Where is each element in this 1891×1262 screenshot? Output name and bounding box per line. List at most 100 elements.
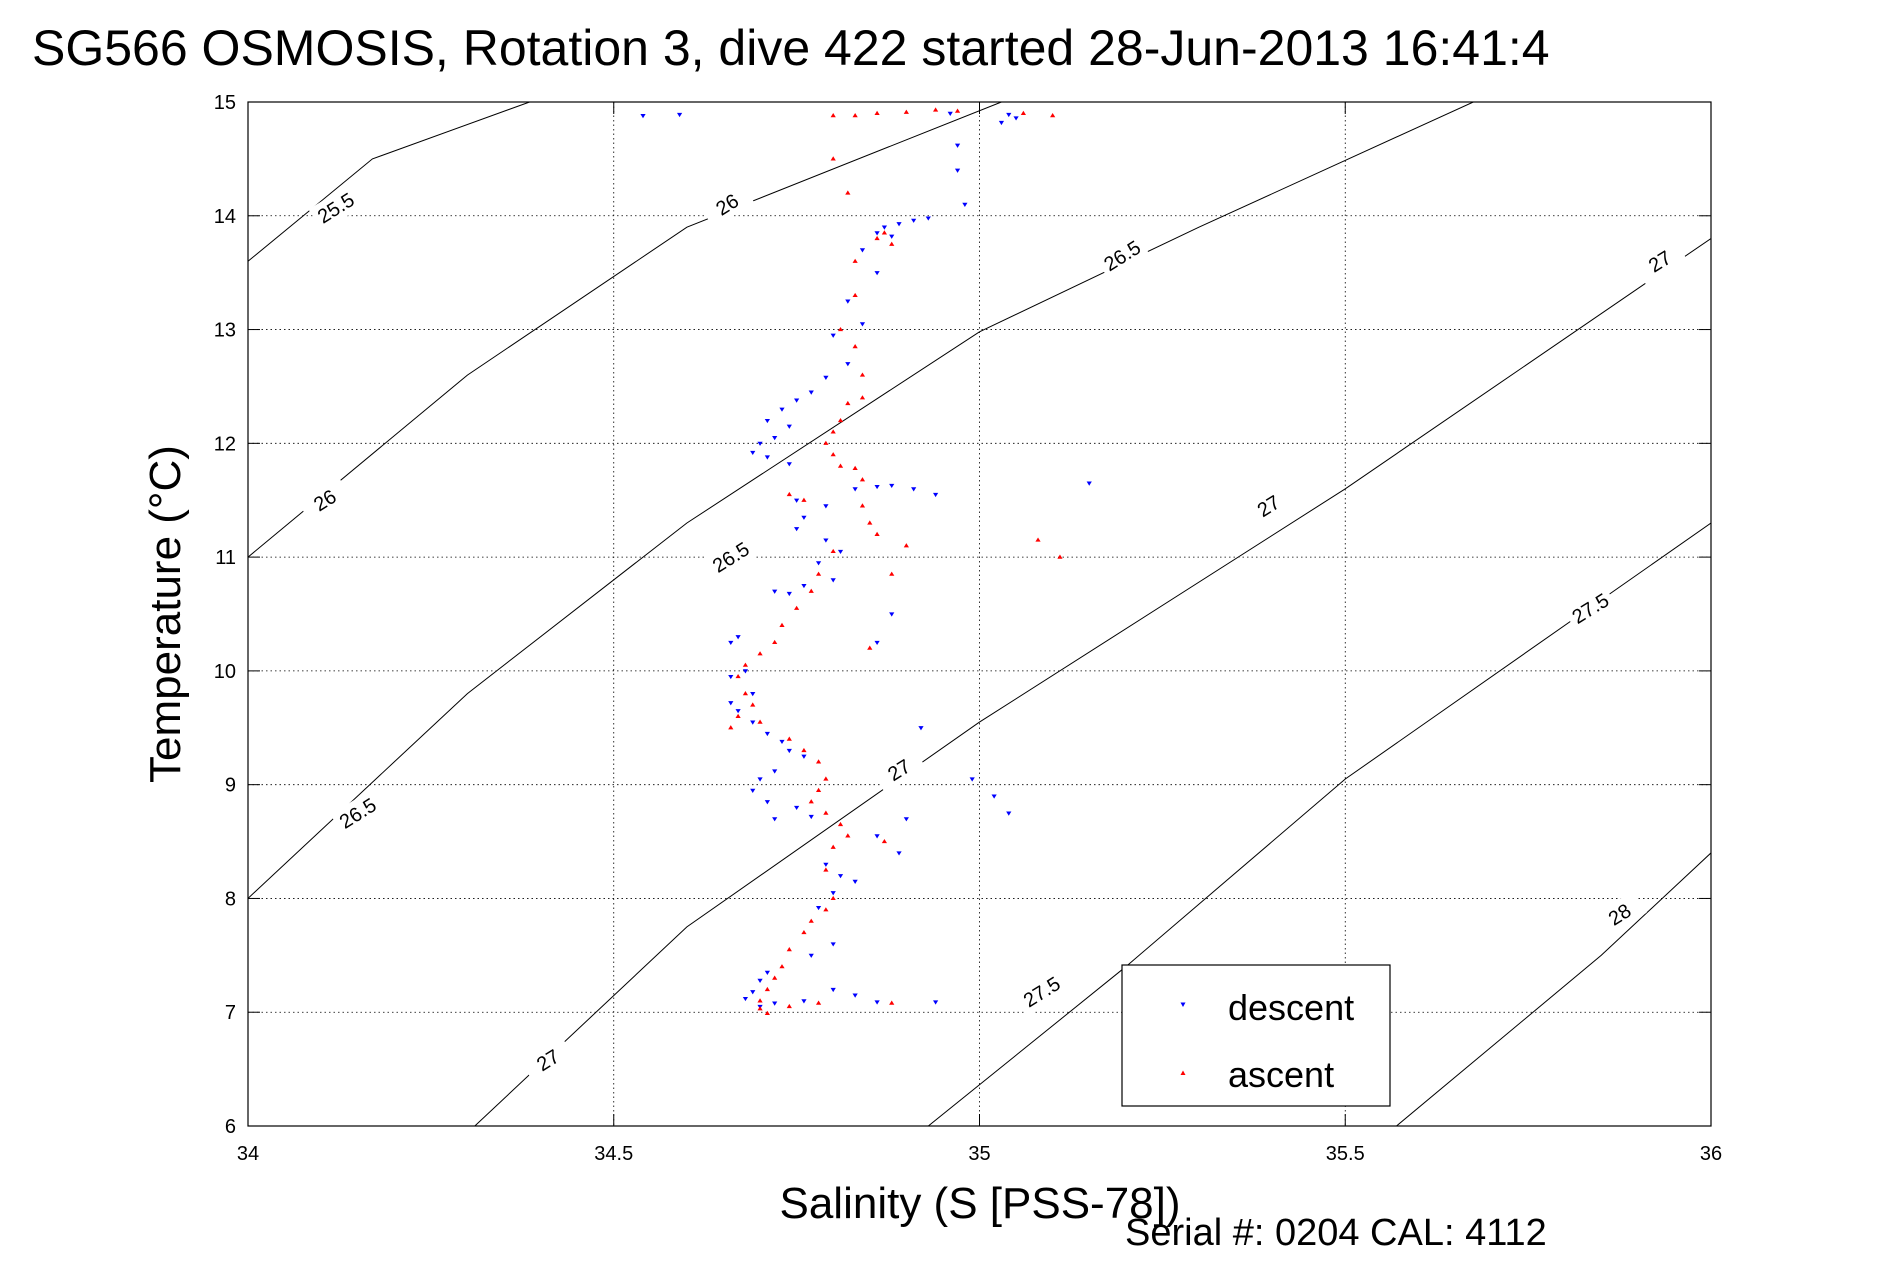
isopycnal-line: [248, 102, 1002, 558]
ascent-point: [1020, 110, 1026, 115]
descent-point: [830, 987, 836, 993]
descent-point: [764, 418, 770, 424]
ascent-point: [845, 833, 851, 838]
descent-point: [772, 589, 778, 594]
y-tick-label: 8: [225, 888, 236, 910]
ascent-point: [823, 907, 829, 912]
descent-point: [764, 731, 770, 737]
descent-point: [918, 726, 924, 731]
ascent-point: [728, 725, 734, 730]
descent-point: [772, 436, 778, 441]
descent-point: [801, 999, 807, 1004]
ascent-point: [881, 230, 888, 235]
ascent-point: [845, 190, 851, 195]
descent-point: [830, 942, 836, 947]
isopycnal-label-bg: [703, 533, 759, 581]
descent-point: [808, 390, 814, 395]
descent-point: [889, 234, 895, 239]
ascent-point: [852, 258, 858, 263]
descent-point: [962, 202, 968, 207]
ascent-point: [1050, 113, 1056, 118]
ascent-point: [889, 571, 895, 576]
descent-point: [794, 498, 800, 503]
ascent-point: [874, 531, 880, 536]
descent-point: [933, 492, 939, 498]
ascent-point: [757, 651, 763, 656]
ascent-point: [786, 1003, 792, 1009]
x-axis-label: Salinity (S [PSS-78]): [779, 1179, 1180, 1228]
descent-point: [1006, 112, 1012, 118]
ascent-point: [823, 776, 829, 781]
legend-ascent-marker: [1180, 1070, 1186, 1075]
ascent-point: [808, 799, 814, 804]
descent-point: [794, 527, 800, 532]
ascent-point: [757, 719, 763, 724]
ascent-point: [852, 113, 858, 118]
ascent-point: [779, 964, 785, 969]
ascent-point: [830, 548, 836, 554]
ascent-point: [757, 1006, 763, 1011]
isopycnal-label-bg: [699, 180, 755, 229]
descent-point: [859, 248, 866, 253]
ascent-point: [815, 571, 822, 576]
legend-descent-marker: [1180, 1002, 1186, 1007]
descent-point: [801, 515, 807, 520]
ascent-point: [786, 491, 792, 497]
descent-point: [903, 817, 909, 822]
descent-point: [969, 777, 975, 782]
isopycnal-label-bg: [1632, 237, 1688, 286]
x-tick-label: 35: [968, 1143, 990, 1165]
ascent-point: [750, 702, 756, 707]
descent-point: [1006, 811, 1012, 816]
ascent-point: [830, 895, 836, 901]
descent-point: [911, 218, 917, 223]
ascent-point: [867, 520, 873, 525]
descent-point: [772, 769, 778, 774]
isopycnal-label-bg: [1014, 967, 1069, 1016]
descent-point: [735, 709, 741, 714]
descent-point: [815, 905, 822, 911]
descent-point: [874, 484, 880, 490]
ascent-point: [954, 108, 961, 113]
ascent-point: [742, 691, 749, 696]
descent-point: [735, 635, 741, 640]
descent-point: [801, 583, 807, 589]
ascent-point: [808, 588, 814, 593]
ascent-point: [764, 986, 770, 992]
descent-point: [772, 817, 778, 822]
descent-point: [779, 739, 785, 745]
descent-point: [925, 216, 931, 221]
ascent-point: [859, 372, 866, 377]
descent-point: [830, 333, 836, 338]
descent-point: [947, 111, 953, 116]
descent-point: [794, 805, 800, 811]
ascent-point: [837, 463, 844, 468]
y-tick-label: 9: [225, 775, 236, 797]
ascent-point: [815, 1000, 822, 1005]
ascent-point: [735, 673, 741, 679]
ascent-point: [837, 326, 844, 332]
ascent-point: [830, 452, 836, 457]
descent-point: [823, 504, 829, 509]
descent-point: [874, 231, 880, 236]
ascent-point: [889, 241, 895, 246]
ascent-point: [772, 639, 778, 645]
descent-point: [845, 362, 851, 367]
ascent-point: [859, 477, 866, 482]
isopycnal-line: [1396, 852, 1711, 1126]
ascent-point: [794, 605, 800, 610]
ascent-point: [903, 543, 909, 548]
ascent-point: [830, 156, 836, 161]
descent-point: [852, 487, 858, 492]
descent-point: [954, 143, 961, 148]
descent-point: [764, 455, 770, 460]
descent-point: [845, 299, 851, 304]
isopycnal-label-bg: [308, 184, 364, 232]
descent-point: [728, 674, 734, 680]
x-tick-label: 34.5: [594, 1143, 633, 1165]
legend-box: [1121, 964, 1391, 1107]
descent-point: [786, 748, 792, 754]
descent-point: [757, 441, 763, 446]
y-tick-label: 14: [214, 206, 236, 228]
